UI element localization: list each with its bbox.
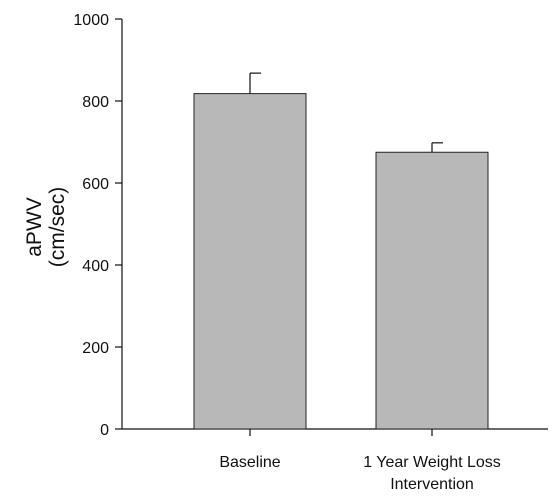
x-tick-label: 1 Year Weight Loss — [363, 454, 501, 471]
bar — [193, 93, 307, 430]
y-tick-label: 200 — [82, 340, 109, 357]
y-axis-label: aPWV (cm/sec) — [23, 187, 69, 268]
x-tick-label: Intervention — [390, 476, 474, 493]
y-axis-label-line-1: aPWV — [23, 197, 46, 257]
y-tick-label: 0 — [100, 422, 109, 439]
y-axis-label-line-2: (cm/sec) — [46, 187, 69, 268]
y-tick-label: 1000 — [73, 12, 109, 29]
x-tick-label: Baseline — [219, 454, 280, 471]
bar — [375, 151, 489, 430]
y-tick-label: 800 — [82, 94, 109, 111]
y-tick-label: 600 — [82, 176, 109, 193]
y-tick-label: 400 — [82, 258, 109, 275]
